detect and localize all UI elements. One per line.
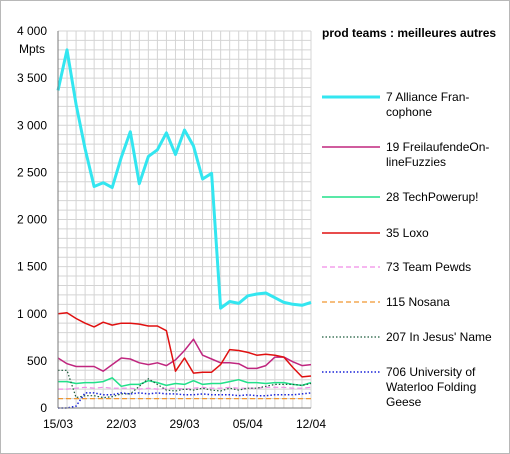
legend-label-line: 7 Alliance Fran- <box>386 90 470 104</box>
x-tick-label: 29/03 <box>169 417 199 431</box>
legend-label-2: 19 FreilaufendeOn-lineFuzzies <box>386 140 506 170</box>
series-line-1 <box>56 48 312 310</box>
legend-label-line: 115 Nosana <box>386 295 450 309</box>
legend-label-line: 706 University of <box>386 365 476 379</box>
y-tick-label: 2 500 <box>17 165 47 179</box>
y-tick-label: 1 500 <box>17 260 47 274</box>
legend-label-3: 28 TechPowerup! <box>386 190 506 205</box>
legend-label-line: 35 Loxo <box>386 226 429 240</box>
legend-label-line: lineFuzzies <box>386 155 447 169</box>
y-tick-label: 3 000 <box>17 118 47 132</box>
legend-label-7: 207 In Jesus' Name <box>386 330 506 345</box>
legend-label-1: 7 Alliance Fran-cophone <box>386 90 506 120</box>
y-tick-label: 4 000 <box>17 24 47 38</box>
series-lines <box>56 48 312 409</box>
x-tick-label: 12/04 <box>296 417 326 431</box>
legend-label-5: 73 Team Pewds <box>386 260 506 275</box>
y-axis-title: Mpts <box>19 42 45 56</box>
series-line-4 <box>57 312 312 378</box>
y-tick-label: 2 000 <box>17 213 47 227</box>
series-line-3 <box>58 377 312 388</box>
legend-label-line: Geese <box>386 395 422 409</box>
legend-label-4: 35 Loxo <box>386 226 506 241</box>
legend-label-8: 706 University of Waterloo Folding Geese <box>386 365 506 410</box>
x-tick-label: 05/04 <box>233 417 263 431</box>
x-tick-label: 15/03 <box>43 417 73 431</box>
legend-label-line: Waterloo Folding <box>386 380 477 394</box>
legend-title: prod teams : meilleures autres <box>322 26 497 40</box>
series-line-2 <box>57 338 312 372</box>
legend-label-line: cophone <box>386 105 433 119</box>
legend-label-line: 207 In Jesus' Name <box>386 330 492 344</box>
y-tick-label: 1 000 <box>17 307 47 321</box>
legend-label-line: 28 TechPowerup! <box>386 190 479 204</box>
series-line-5 <box>58 386 312 390</box>
series-line-8 <box>58 392 312 409</box>
series-line-7 <box>58 369 312 399</box>
axes: 0 500 1 000 1 500 2 000 2 500 3 000 3 500 4 000 1… <box>17 24 380 431</box>
legend-label-line: 19 FreilaufendeOn- <box>386 140 490 154</box>
y-tick-label: 0 <box>40 401 47 415</box>
legend-label-line: 73 Team Pewds <box>386 260 472 274</box>
legend-label-6: 115 Nosana <box>386 295 506 310</box>
y-tick-label: 500 <box>27 354 47 368</box>
y-tick-label: 3 500 <box>17 71 47 85</box>
x-tick-label: 22/03 <box>106 417 136 431</box>
gridlines <box>57 30 312 409</box>
